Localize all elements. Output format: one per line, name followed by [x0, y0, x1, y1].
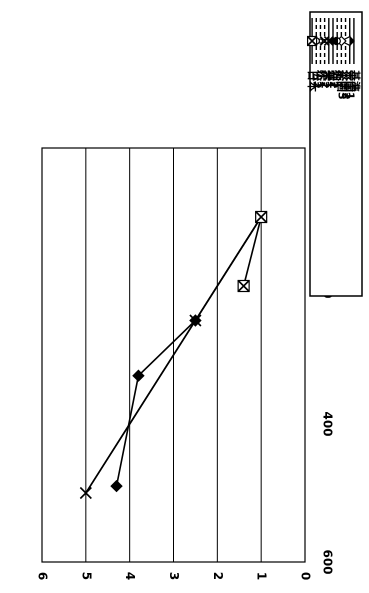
series-10-point-0-cross	[237, 279, 250, 293]
y-tick-label-6: 6	[36, 572, 50, 580]
legend-label-9: 仏2	[310, 70, 323, 89]
legend-label-2: 米国2	[340, 69, 354, 100]
series-1-point-2	[132, 369, 145, 382]
legend-swatch-marker-5	[327, 35, 338, 47]
legend-label-5: 独2	[327, 69, 341, 89]
legend-label-4: 独1	[331, 69, 345, 89]
legend-label-1: 米国1	[344, 69, 358, 100]
legend-label-6: 英1	[323, 69, 337, 89]
legend-label-8: 仏1	[314, 70, 327, 89]
y-tick-label-1: 1	[255, 572, 269, 580]
series-10-point-1-cross	[255, 210, 268, 224]
series-6-point-1	[189, 314, 202, 327]
x-tick-label-400: 400	[321, 411, 335, 436]
x-tick-label-600: 600	[321, 549, 335, 574]
legend-label-3: 米国3	[335, 69, 349, 100]
legend-swatch-marker-6	[323, 35, 334, 47]
series-6-point-2	[79, 486, 92, 500]
y-tick-label-5: 5	[79, 572, 93, 580]
legend-swatch-marker-10-cross	[307, 35, 318, 47]
legend-swatch-marker-7	[319, 35, 330, 47]
series-1-point-3	[110, 479, 123, 493]
legend-label-0: 基準	[348, 69, 362, 92]
y-tick-label-4: 4	[123, 572, 137, 580]
series-line-10	[242, 216, 262, 287]
y-tick-label-2: 2	[211, 572, 225, 580]
y-tick-label-0: 0	[299, 572, 313, 580]
legend-label-10: 日本	[306, 70, 320, 92]
series-line-1	[115, 216, 262, 487]
legend-label-7: 英2	[319, 69, 333, 89]
y-tick-label-3: 3	[167, 572, 181, 580]
